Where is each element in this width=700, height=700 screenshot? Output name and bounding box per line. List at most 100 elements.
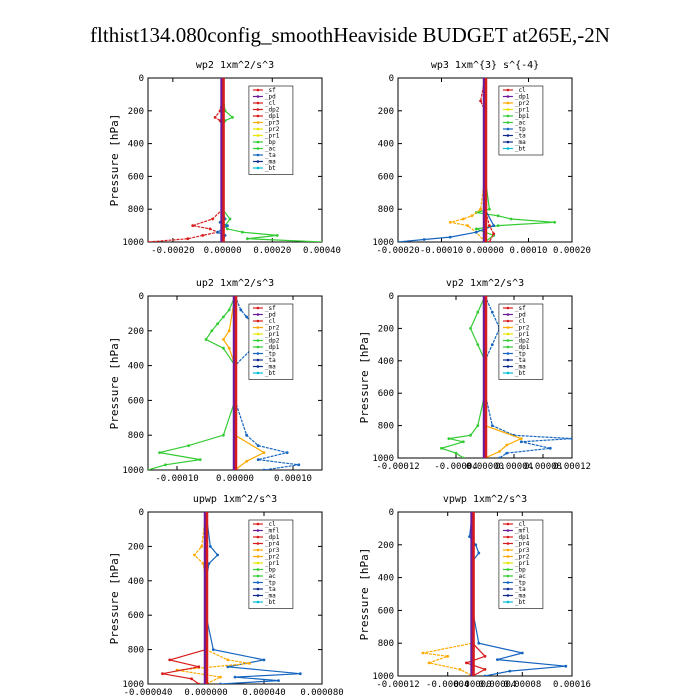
series-point [479, 99, 482, 103]
y-axis-label: Pressure [hPa] [358, 548, 371, 641]
chart-panel-1: wp2 1xm^2/s^3 0 200 400 600 800 1000 -0.00020 0.… [108, 60, 341, 256]
legend-marker [256, 339, 260, 342]
y-tick-label: 0 [139, 74, 144, 84]
x-tick-label: -0.000040 [124, 688, 173, 698]
y-tick-label: 600 [378, 389, 394, 399]
panel-title: vp2 1xm^2/s^3 [446, 278, 524, 289]
y-axis-label: Pressure [hPa] [108, 114, 121, 207]
panel-title: up2 1xm^2/s^3 [196, 278, 274, 289]
series-point [466, 224, 469, 228]
legend-marker [506, 306, 510, 310]
legend-box [498, 519, 544, 609]
y-tick-label: 400 [128, 362, 144, 372]
series-point [226, 224, 229, 228]
series-point [469, 327, 472, 330]
legend-entry: _bp [265, 139, 276, 146]
legend-marker [506, 326, 510, 329]
series-point [479, 207, 482, 211]
legend-marker [256, 166, 260, 170]
legend-marker [256, 95, 260, 98]
series-point [448, 235, 452, 239]
y-tick-label: 800 [378, 205, 394, 215]
series-point [498, 456, 501, 458]
series-group [439, 296, 572, 458]
series-point [222, 433, 225, 437]
legend-marker [506, 345, 510, 349]
legend-marker [506, 101, 510, 105]
x-tick-label: 0.00040 [303, 246, 341, 256]
series-point [210, 329, 214, 333]
legend-marker [256, 108, 260, 111]
legend-marker [256, 594, 260, 597]
series-point [297, 463, 301, 467]
y-tick-label: 400 [378, 357, 394, 367]
legend-entry: _pd [265, 94, 276, 101]
series-point [461, 456, 465, 458]
legend-entry: _pr1 [265, 560, 280, 567]
series-point [208, 227, 212, 231]
x-tick-label: 0.00010 [510, 246, 548, 256]
y-axis-label: Pressure [hPa] [358, 331, 371, 424]
legend-marker [256, 332, 260, 336]
y-axis-label: Pressure [hPa] [108, 337, 121, 430]
series-point [246, 237, 249, 241]
series-group [161, 512, 302, 684]
series-point [190, 677, 193, 681]
series-point [222, 346, 225, 350]
legend-entry: _ma [515, 593, 526, 600]
legend-marker [506, 522, 510, 526]
legend-entry: _ma [265, 364, 276, 371]
y-axis-label: Pressure [hPa] [108, 552, 121, 645]
series-point [239, 308, 243, 312]
legend-entry: _ma [265, 159, 276, 166]
y-tick-label: 200 [128, 107, 144, 117]
series-point [505, 451, 509, 455]
legend-entry: _bt [515, 370, 526, 377]
chart-panel-3: up2 1xm^2/s^3 0 200 400 600 800 1000 -0.00010 0.… [108, 278, 323, 484]
legend-entry: _pr2 [265, 126, 280, 133]
legend-entry: _pr2 [515, 100, 530, 107]
y-tick-label: 600 [378, 606, 394, 616]
legend-entry: _cl [515, 318, 526, 325]
series-point [275, 234, 279, 237]
legend-marker [256, 542, 260, 545]
legend-entry: _tp [265, 580, 276, 587]
series-point [204, 338, 208, 341]
series-point [488, 240, 491, 242]
legend-marker [256, 101, 260, 105]
series-line-pr2 [450, 78, 486, 242]
legend-marker [256, 88, 260, 92]
legend-marker [256, 587, 260, 591]
series-point [256, 458, 260, 461]
series-point [469, 433, 472, 437]
x-tick-label: 0.00000 [204, 246, 242, 256]
legend-marker [506, 127, 510, 131]
series-line-tp [398, 78, 495, 242]
legend-marker [506, 561, 510, 565]
series-point [213, 116, 217, 119]
legend-marker [256, 121, 260, 124]
legend-entry: _bt [265, 165, 276, 172]
y-tick-label: 200 [378, 541, 394, 551]
series-point [519, 437, 523, 440]
chart-panel-4: vp2 1xm^2/s^3 0 200 400 600 800 1000-0.00012 -0… [358, 278, 591, 472]
chart-panel-6: vpwp 1xm^2/s^3 0 200 400 600 800 1000-0.00012-… [358, 494, 591, 690]
series-point [446, 654, 450, 658]
y-tick-label: 200 [128, 542, 144, 552]
series-point [474, 230, 478, 234]
legend-entry: _bp [265, 567, 276, 574]
legend-marker [506, 365, 510, 368]
series-point [320, 240, 322, 242]
legend-entry: _bt [515, 599, 526, 606]
series-point [227, 329, 231, 333]
legend-entry: _sf [515, 305, 526, 312]
legend-entry: _dp2 [265, 107, 280, 114]
legend-marker [506, 548, 510, 552]
series-group [148, 296, 301, 470]
series-point [454, 451, 458, 455]
legend-entry: _ac [265, 146, 276, 153]
x-tick-label: -0.00012 [376, 680, 419, 690]
legend-marker [506, 371, 510, 375]
series-point [461, 217, 465, 221]
